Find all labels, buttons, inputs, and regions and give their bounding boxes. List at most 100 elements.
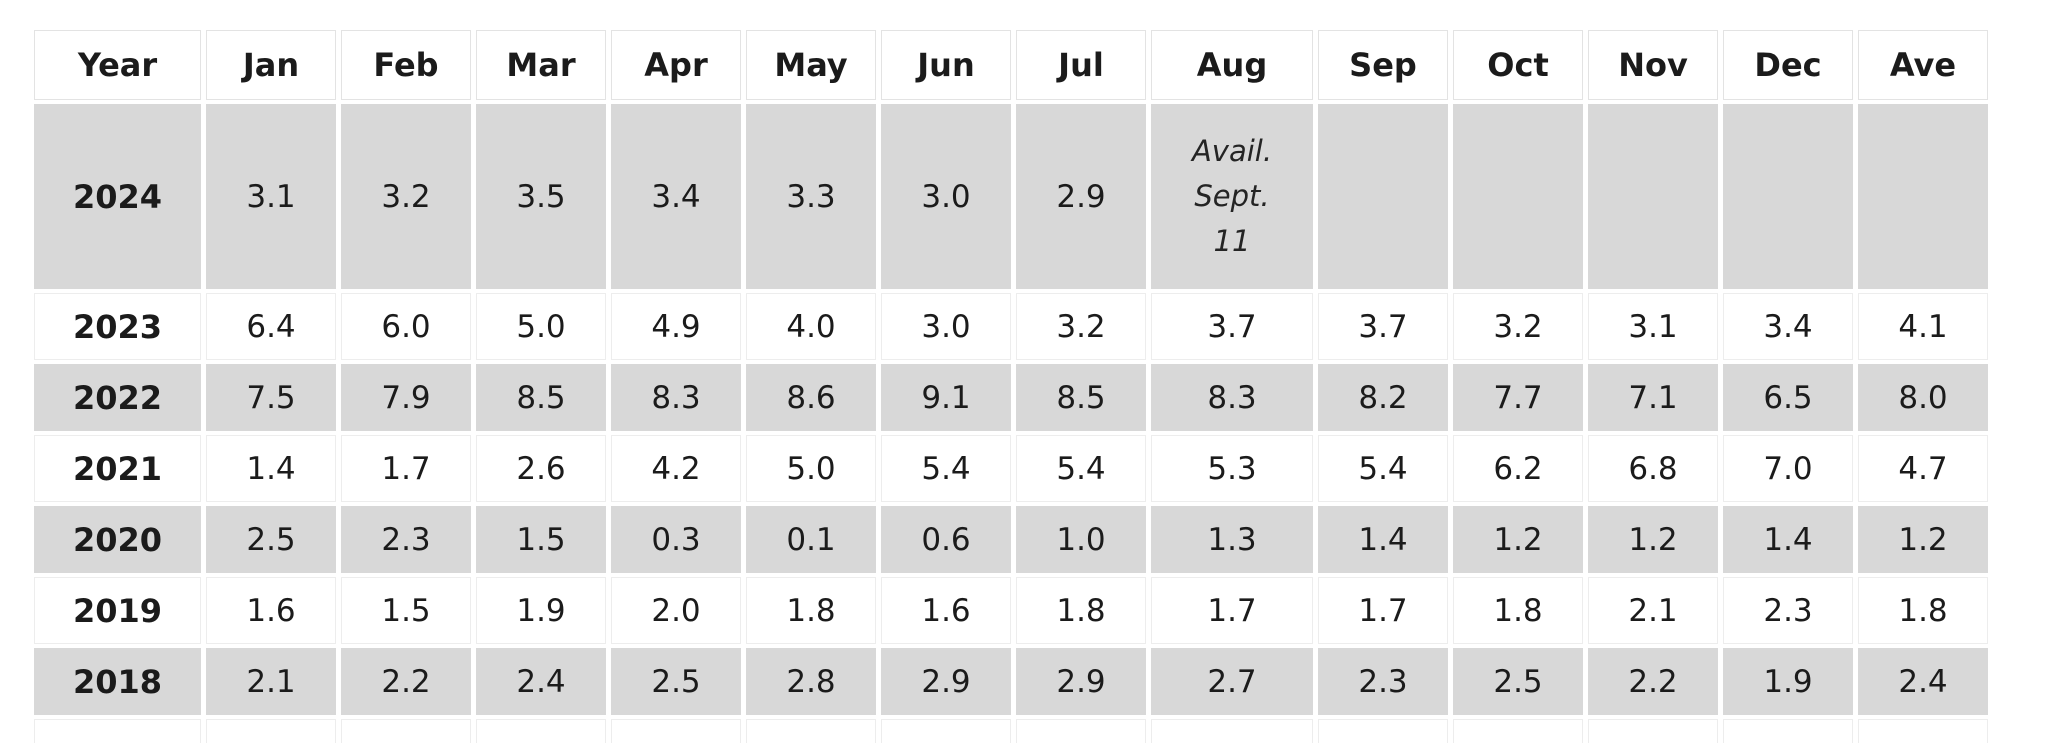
value-cell: 1.6 [206,577,336,644]
empty-cell [206,719,336,743]
value-cell: 4.0 [746,293,876,360]
value-cell: 3.7 [1318,293,1448,360]
value-cell: 8.6 [746,364,876,431]
empty-cell [1318,719,1448,743]
value-cell: 3.5 [476,104,606,289]
column-header-sep: Sep [1318,30,1448,100]
year-cell: 2018 [34,648,201,715]
value-cell: 6.2 [1453,435,1583,502]
column-header-may: May [746,30,876,100]
value-cell: 1.0 [1016,506,1146,573]
value-cell: 2.9 [1016,648,1146,715]
table-row-2022: 2022 7.5 7.9 8.5 8.3 8.6 9.1 8.5 8.3 8.2 7.7 7.1 6.5… [34,364,1988,431]
value-cell: 1.6 [881,577,1011,644]
value-cell: 5.4 [1318,435,1448,502]
column-header-jan: Jan [206,30,336,100]
value-cell: 3.1 [206,104,336,289]
column-header-jul: Jul [1016,30,1146,100]
value-cell: 2.2 [1588,648,1718,715]
value-cell: 2.8 [746,648,876,715]
value-cell: 4.7 [1858,435,1988,502]
value-cell: 1.2 [1453,506,1583,573]
column-header-oct: Oct [1453,30,1583,100]
year-cell: 2020 [34,506,201,573]
empty-cell [1151,719,1313,743]
value-cell: 1.7 [1318,577,1448,644]
empty-cell [1588,719,1718,743]
value-cell: 3.2 [1016,293,1146,360]
table-row-2018: 2018 2.1 2.2 2.4 2.5 2.8 2.9 2.9 2.7 2.3 2.5 2.2 1.9… [34,648,1988,715]
value-cell: 6.0 [341,293,471,360]
value-cell: 0.6 [881,506,1011,573]
column-header-year: Year [34,30,201,100]
partial-next-row [34,719,1988,743]
value-cell [1318,104,1448,289]
value-cell [1453,104,1583,289]
value-cell: 3.0 [881,104,1011,289]
value-cell: 2.9 [881,648,1011,715]
value-cell: 8.3 [1151,364,1313,431]
value-cell: 2.2 [341,648,471,715]
empty-cell [1453,719,1583,743]
value-cell: 5.0 [476,293,606,360]
value-cell: 5.3 [1151,435,1313,502]
value-cell: 1.7 [341,435,471,502]
value-cell: 1.9 [476,577,606,644]
aug-availability-note: Avail. Sept. 11 [1151,104,1313,289]
value-cell: 1.8 [1858,577,1988,644]
value-cell: 8.3 [611,364,741,431]
value-cell: 0.3 [611,506,741,573]
value-cell: 2.5 [611,648,741,715]
value-cell: 7.1 [1588,364,1718,431]
value-cell: 3.7 [1151,293,1313,360]
value-cell: 2.6 [476,435,606,502]
value-cell: 1.5 [341,577,471,644]
column-header-jun: Jun [881,30,1011,100]
column-header-ave: Ave [1858,30,1988,100]
column-header-apr: Apr [611,30,741,100]
value-cell: 3.3 [746,104,876,289]
value-cell: 2.3 [341,506,471,573]
value-cell: 9.1 [881,364,1011,431]
value-cell: 1.9 [1723,648,1853,715]
value-cell: 3.1 [1588,293,1718,360]
value-cell: 2.5 [206,506,336,573]
value-cell: 3.2 [1453,293,1583,360]
value-cell: 8.2 [1318,364,1448,431]
empty-cell [476,719,606,743]
value-cell: 7.7 [1453,364,1583,431]
value-cell: 3.0 [881,293,1011,360]
value-cell: 1.2 [1858,506,1988,573]
empty-cell [1016,719,1146,743]
column-header-feb: Feb [341,30,471,100]
header-row: Year Jan Feb Mar Apr May Jun Jul Aug Sep Oct Nov Dec… [34,30,1988,100]
value-cell: 7.9 [341,364,471,431]
value-cell: 5.4 [1016,435,1146,502]
value-cell [1723,104,1853,289]
empty-cell [341,719,471,743]
value-cell: 2.5 [1453,648,1583,715]
value-cell: 7.0 [1723,435,1853,502]
value-cell: 2.0 [611,577,741,644]
value-cell: 6.4 [206,293,336,360]
value-cell: 2.1 [206,648,336,715]
value-cell: 1.8 [1016,577,1146,644]
value-cell: 1.4 [1318,506,1448,573]
value-cell: 8.5 [476,364,606,431]
value-cell: 3.4 [611,104,741,289]
value-cell [1858,104,1988,289]
table-body: 2024 3.1 3.2 3.5 3.4 3.3 3.0 2.9 Avail. Sept. 11… [34,104,1988,743]
table-row-2023: 2023 6.4 6.0 5.0 4.9 4.0 3.0 3.2 3.7 3.7 3.2 3.1 3.4… [34,293,1988,360]
year-cell: 2019 [34,577,201,644]
value-cell: 8.5 [1016,364,1146,431]
value-cell: 1.4 [206,435,336,502]
column-header-nov: Nov [1588,30,1718,100]
table-row-2020: 2020 2.5 2.3 1.5 0.3 0.1 0.6 1.0 1.3 1.4 1.2 1.2 1.4… [34,506,1988,573]
value-cell: 2.4 [476,648,606,715]
value-cell: 4.1 [1858,293,1988,360]
table-row-2021: 2021 1.4 1.7 2.6 4.2 5.0 5.4 5.4 5.3 5.4 6.2 6.8 7.0… [34,435,1988,502]
year-cell: 2023 [34,293,201,360]
column-header-aug: Aug [1151,30,1313,100]
empty-cell [746,719,876,743]
